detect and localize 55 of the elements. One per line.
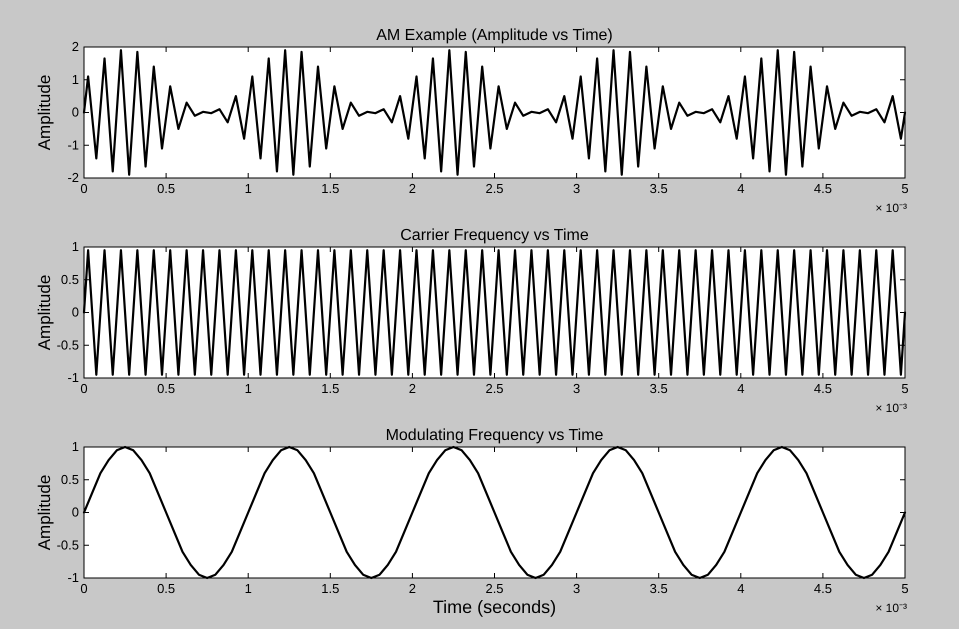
x-tick-label: 4.5 <box>814 381 832 396</box>
y-tick-label: -1 <box>67 137 79 152</box>
x-tick-label: 3 <box>572 381 580 396</box>
y-tick-label: 2 <box>72 39 79 54</box>
x-tick-label: 0.5 <box>157 381 176 396</box>
y-tick-label: -2 <box>67 170 79 186</box>
y-axis-title: Amplitude <box>35 474 54 550</box>
y-tick-label: 1 <box>72 439 79 454</box>
x-tick-label: 0.5 <box>157 581 176 596</box>
y-tick-label: -0.5 <box>56 337 79 352</box>
x-tick-label: 2.5 <box>485 381 504 396</box>
y-tick-label: 1 <box>72 239 79 254</box>
x-tick-label: 2.5 <box>485 581 504 596</box>
x-tick-label: 4.5 <box>814 581 832 596</box>
x-tick-label: 4 <box>737 181 744 196</box>
y-axis-title: Amplitude <box>35 74 54 150</box>
y-tick-label: 0.5 <box>60 472 79 487</box>
x-tick-label: 3.5 <box>650 181 668 196</box>
x-tick-label: 4 <box>737 381 744 396</box>
chart-title: Carrier Frequency vs Time <box>400 227 589 244</box>
text: × 10⁻³ <box>875 401 907 415</box>
x-tick-label: 5 <box>901 381 909 396</box>
x-tick-label: 1 <box>244 581 252 596</box>
y-tick-label: -1 <box>67 370 79 386</box>
x-tick-label: 4 <box>737 581 744 596</box>
x-tick-label: 3 <box>572 181 580 196</box>
chart-title: Modulating Frequency vs Time <box>386 427 604 444</box>
y-tick-label: -0.5 <box>56 537 79 552</box>
x-tick-label: 1.5 <box>321 181 340 196</box>
x-tick-label: 1 <box>244 181 252 196</box>
x-tick-label: 2 <box>408 581 416 596</box>
x-tick-label: 5 <box>901 581 909 596</box>
y-tick-label: 0 <box>72 304 79 320</box>
x-tick-label: 4.5 <box>814 181 832 196</box>
text: × 10⁻³ <box>875 201 907 215</box>
y-tick-label: 0.5 <box>60 272 79 287</box>
text: × 10⁻³ <box>875 601 907 615</box>
y-tick-label: -1 <box>67 570 79 586</box>
x-tick-label: 3.5 <box>650 381 668 396</box>
x-tick-label: 1.5 <box>321 581 340 596</box>
y-axis-title: Amplitude <box>35 274 54 350</box>
x-tick-label: 3 <box>572 581 580 596</box>
x-tick-label: 2.5 <box>485 181 504 196</box>
x-axis-title: Time (seconds) <box>432 597 556 617</box>
x-tick-label: 1.5 <box>321 381 340 396</box>
chart-title: AM Example (Amplitude vs Time) <box>376 27 613 44</box>
x-tick-label: 0.5 <box>157 181 176 196</box>
x-tick-label: 3.5 <box>650 581 668 596</box>
x-tick-label: 1 <box>244 381 252 396</box>
y-tick-label: 1 <box>72 72 79 87</box>
x-tick-label: 2 <box>408 181 416 196</box>
x-tick-label: 2 <box>408 381 416 396</box>
y-tick-label: 0 <box>72 504 79 520</box>
x-tick-label: 5 <box>901 181 909 196</box>
y-tick-label: 0 <box>72 104 79 120</box>
